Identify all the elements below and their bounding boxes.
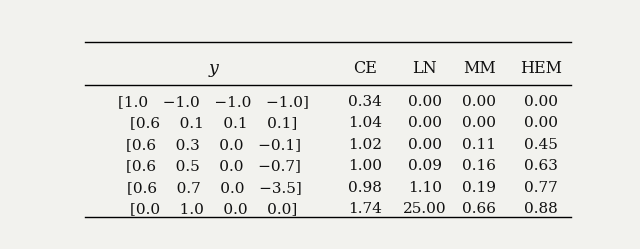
Text: HEM: HEM xyxy=(520,60,563,77)
Text: 0.00: 0.00 xyxy=(408,95,442,109)
Text: [0.6    0.5    0.0   −0.7]: [0.6 0.5 0.0 −0.7] xyxy=(127,159,301,173)
Text: 1.00: 1.00 xyxy=(348,159,382,173)
Text: [0.6    0.7    0.0   −3.5]: [0.6 0.7 0.0 −3.5] xyxy=(127,181,301,195)
Text: 0.00: 0.00 xyxy=(524,116,558,130)
Text: [0.6    0.1    0.1    0.1]: [0.6 0.1 0.1 0.1] xyxy=(131,116,298,130)
Text: 0.00: 0.00 xyxy=(462,116,496,130)
Text: 1.10: 1.10 xyxy=(408,181,442,195)
Text: MM: MM xyxy=(463,60,495,77)
Text: [0.6    0.3    0.0   −0.1]: [0.6 0.3 0.0 −0.1] xyxy=(127,138,301,152)
Text: LN: LN xyxy=(412,60,437,77)
Text: 0.88: 0.88 xyxy=(524,202,558,216)
Text: 0.00: 0.00 xyxy=(408,116,442,130)
Text: 0.00: 0.00 xyxy=(408,138,442,152)
Text: 0.77: 0.77 xyxy=(524,181,558,195)
Text: 0.11: 0.11 xyxy=(462,138,496,152)
Text: 0.98: 0.98 xyxy=(348,181,382,195)
Text: y: y xyxy=(209,60,219,77)
Text: 1.74: 1.74 xyxy=(348,202,382,216)
Text: 0.00: 0.00 xyxy=(524,95,558,109)
Text: 0.09: 0.09 xyxy=(408,159,442,173)
Text: 0.34: 0.34 xyxy=(348,95,382,109)
Text: 0.66: 0.66 xyxy=(462,202,496,216)
Text: 0.16: 0.16 xyxy=(462,159,496,173)
Text: 0.45: 0.45 xyxy=(524,138,558,152)
Text: 0.00: 0.00 xyxy=(462,95,496,109)
Text: 1.04: 1.04 xyxy=(348,116,382,130)
Text: [1.0   −1.0   −1.0   −1.0]: [1.0 −1.0 −1.0 −1.0] xyxy=(118,95,309,109)
Text: [0.0    1.0    0.0    0.0]: [0.0 1.0 0.0 0.0] xyxy=(131,202,298,216)
Text: CE: CE xyxy=(353,60,377,77)
Text: 1.02: 1.02 xyxy=(348,138,382,152)
Text: 25.00: 25.00 xyxy=(403,202,447,216)
Text: 0.19: 0.19 xyxy=(462,181,496,195)
Text: 0.63: 0.63 xyxy=(524,159,558,173)
